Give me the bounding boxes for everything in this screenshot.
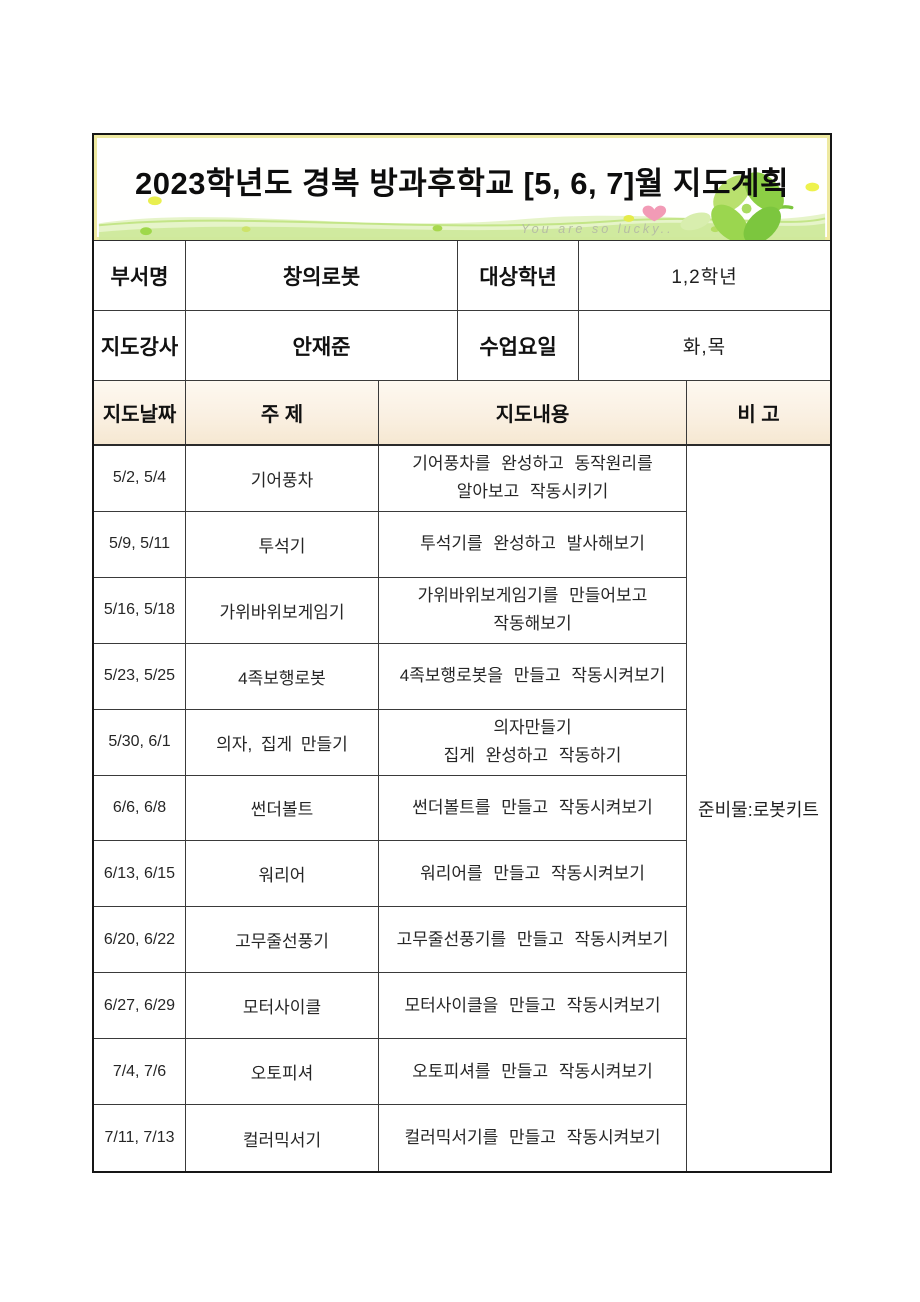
target-grade-label: 대상학년 <box>458 241 579 310</box>
date-cell: 6/13, 6/15 <box>94 841 186 907</box>
column-header-topic: 주 제 <box>186 381 379 444</box>
content-line: 썬더볼트를 만들고 작동시켜보기 <box>412 797 653 817</box>
topic-cell: 4족보행로봇 <box>186 643 379 709</box>
date-cell: 5/9, 5/11 <box>94 511 186 577</box>
content-line: 고무줄선풍기를 만들고 작동시켜보기 <box>396 929 669 949</box>
note-cell: 준비물:로봇키트 <box>698 799 819 820</box>
schedule-row: 7/11, 7/13 컬러믹서기 컬러믹서기를 만들고 작동시켜보기 <box>94 1105 686 1171</box>
topic-cell: 기어풍차 <box>186 446 379 511</box>
topic-cell: 가위바위보게임기 <box>186 577 379 643</box>
content-line: 워리어를 만들고 작동시켜보기 <box>420 863 645 883</box>
content-cell: 고무줄선풍기를 만들고 작동시켜보기 <box>379 907 686 972</box>
schedule-row: 6/13, 6/15 워리어 워리어를 만들고 작동시켜보기 <box>94 841 686 908</box>
schedule-row: 7/4, 7/6 오토피셔 오토피셔를 만들고 작동시켜보기 <box>94 1039 686 1106</box>
content-cell: 가위바위보게임기를 만들어보고 작동해보기 <box>379 578 686 643</box>
content-line: 의자만들기 <box>493 718 572 738</box>
department-value: 창의로봇 <box>186 241 458 310</box>
document-title: 2023학년도 경복 방과후학교 [5, 6, 7]월 지도계획 <box>134 166 790 201</box>
content-line: 작동해보기 <box>493 614 572 634</box>
topic-cell: 투석기 <box>186 511 379 577</box>
topic-cell: 워리어 <box>186 841 379 907</box>
schedule-row: 5/30, 6/1 의자, 집게 만들기 의자만들기 집게 완성하고 작동하기 <box>94 709 686 776</box>
schedule-row: 5/23, 5/25 4족보행로봇 4족보행로봇을 만들고 작동시켜보기 <box>94 643 686 710</box>
column-header-note: 비 고 <box>737 404 780 426</box>
topic-cell: 의자, 집게 만들기 <box>186 709 379 775</box>
content-cell: 썬더볼트를 만들고 작동시켜보기 <box>379 776 686 841</box>
department-label: 부서명 <box>94 241 186 310</box>
content-cell: 워리어를 만들고 작동시켜보기 <box>379 841 686 906</box>
content-line: 가위바위보게임기를 만들어보고 <box>417 586 648 606</box>
topic-cell: 고무줄선풍기 <box>186 907 379 973</box>
schedule-row: 5/16, 5/18 가위바위보게임기 가위바위보게임기를 만들어보고 작동해보… <box>94 577 686 644</box>
date-cell: 6/27, 6/29 <box>94 973 186 1039</box>
content-cell: 기어풍차를 완성하고 동작원리를 알아보고 작동시키기 <box>379 446 686 511</box>
schedule-body: 5/2, 5/4 기어풍차 기어풍차를 완성하고 동작원리를 알아보고 작동시키… <box>94 446 830 1171</box>
date-cell: 5/16, 5/18 <box>94 577 186 643</box>
content-cell: 의자만들기 집게 완성하고 작동하기 <box>379 710 686 775</box>
date-cell: 5/23, 5/25 <box>94 643 186 709</box>
content-line: 오토피셔를 만들고 작동시켜보기 <box>412 1061 653 1081</box>
date-cell: 6/20, 6/22 <box>94 907 186 973</box>
schedule-row: 6/6, 6/8 썬더볼트 썬더볼트를 만들고 작동시켜보기 <box>94 775 686 842</box>
instructor-label: 지도강사 <box>94 311 186 380</box>
content-cell: 4족보행로봇을 만들고 작동시켜보기 <box>379 644 686 709</box>
date-cell: 5/2, 5/4 <box>94 446 186 511</box>
date-cell: 7/4, 7/6 <box>94 1039 186 1105</box>
content-cell: 컬러믹서기를 만들고 작동시켜보기 <box>379 1105 686 1171</box>
schedule-column-headers: 지도날짜 주 제 지도내용 비 고 <box>94 381 830 446</box>
content-cell: 오토피셔를 만들고 작동시켜보기 <box>379 1039 686 1104</box>
content-cell: 투석기를 완성하고 발사해보기 <box>379 512 686 577</box>
schedule-row: 5/2, 5/4 기어풍차 기어풍차를 완성하고 동작원리를 알아보고 작동시키… <box>94 446 686 512</box>
schedule-row: 6/20, 6/22 고무줄선풍기 고무줄선풍기를 만들고 작동시켜보기 <box>94 907 686 974</box>
topic-cell: 모터사이클 <box>186 973 379 1039</box>
content-line: 4족보행로봇을 만들고 작동시켜보기 <box>399 666 666 686</box>
content-line: 기어풍차를 완성하고 동작원리를 <box>412 454 653 474</box>
column-header-date: 지도날짜 <box>94 381 186 444</box>
schedule-rows: 5/2, 5/4 기어풍차 기어풍차를 완성하고 동작원리를 알아보고 작동시키… <box>94 446 687 1171</box>
instructor-value: 안재준 <box>186 311 458 380</box>
target-grade-value: 1,2학년 <box>671 267 738 288</box>
content-line: 집게 완성하고 작동하기 <box>443 746 622 766</box>
schedule-row: 6/27, 6/29 모터사이클 모터사이클을 만들고 작동시켜보기 <box>94 973 686 1040</box>
class-days-label: 수업요일 <box>458 311 579 380</box>
topic-cell: 썬더볼트 <box>186 775 379 841</box>
content-line: 컬러믹서기를 만들고 작동시켜보기 <box>404 1128 661 1148</box>
topic-cell: 컬러믹서기 <box>186 1105 379 1171</box>
class-days-value: 화,목 <box>682 337 727 358</box>
content-line: 모터사이클을 만들고 작동시켜보기 <box>404 995 661 1015</box>
date-cell: 7/11, 7/13 <box>94 1105 186 1171</box>
title-banner: You are so lucky.. 2023학년도 경복 방과후학교 [5, … <box>94 135 830 241</box>
info-row-department: 부서명 창의로봇 대상학년 1,2학년 <box>94 241 830 311</box>
content-line: 알아보고 작동시키기 <box>456 482 609 502</box>
content-line: 투석기를 완성하고 발사해보기 <box>420 534 645 554</box>
date-cell: 6/6, 6/8 <box>94 775 186 841</box>
content-cell: 모터사이클을 만들고 작동시켜보기 <box>379 973 686 1038</box>
topic-cell: 오토피셔 <box>186 1039 379 1105</box>
column-header-content: 지도내용 <box>379 381 687 444</box>
date-cell: 5/30, 6/1 <box>94 709 186 775</box>
after-school-plan-table: You are so lucky.. 2023학년도 경복 방과후학교 [5, … <box>92 133 832 1173</box>
info-row-instructor: 지도강사 안재준 수업요일 화,목 <box>94 311 830 381</box>
schedule-row: 5/9, 5/11 투석기 투석기를 완성하고 발사해보기 <box>94 511 686 578</box>
